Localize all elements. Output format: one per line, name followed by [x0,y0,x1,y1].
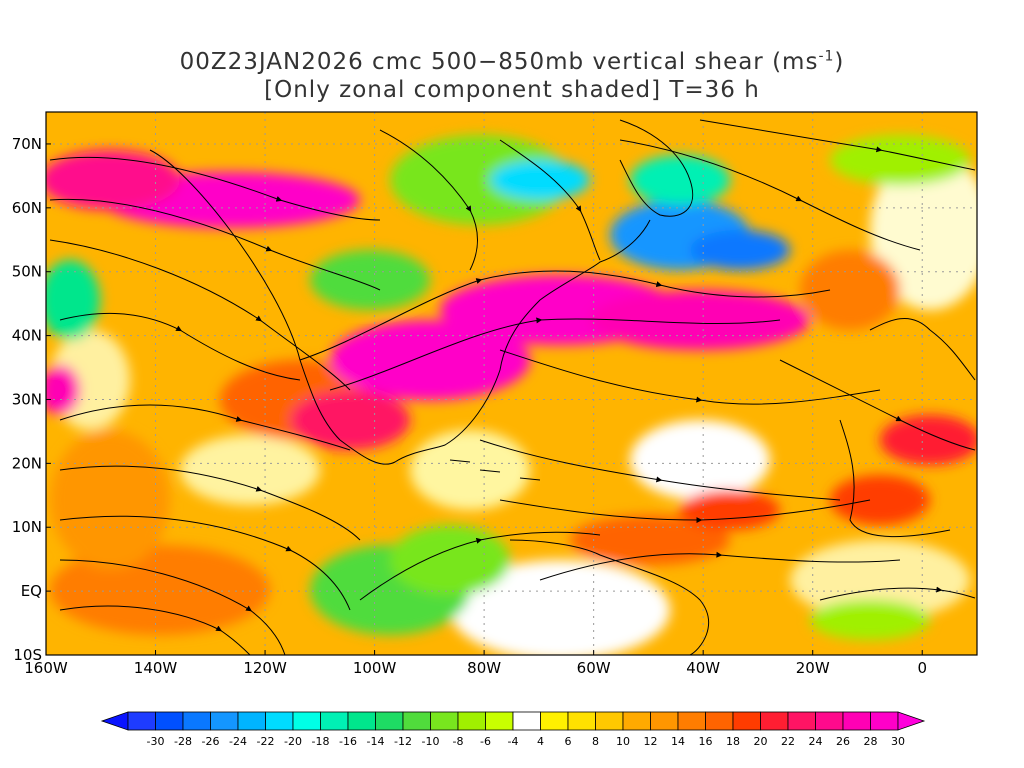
y-tick-label: 40N [12,327,42,345]
colorbar-label: -26 [202,735,220,748]
colorbar-swatch [870,711,899,731]
x-tick-label: 20W [796,659,830,677]
colorbar-label: -20 [284,735,302,748]
colorbar-swatch [127,711,156,731]
south-america-coast [509,539,710,655]
colorbar-swatch [540,711,569,731]
colorbar-label: 14 [671,735,685,748]
colorbar-label: -8 [453,735,464,748]
colorbar-swatch [705,711,734,731]
europe-coast [869,317,976,381]
colorbar-label: 30 [891,735,905,748]
x-tick-label: 80W [467,659,501,677]
y-tick-label: 70N [12,135,42,153]
colorbar-label: -14 [367,735,385,748]
y-tick-label: 10S [13,646,42,664]
x-tick-label: 100W [353,659,397,677]
colorbar-swatch [182,711,211,731]
colorbar-swatch [485,711,514,731]
x-tick-label: 40W [686,659,720,677]
colorbar-max-arrow [897,711,926,731]
colorbar-label: 18 [726,735,740,748]
colorbar-swatch [265,711,294,731]
colorbar-swatch [457,711,486,731]
colorbar-label: -16 [339,735,357,748]
colorbar-swatch [320,711,349,731]
colorbar-label: -22 [257,735,275,748]
y-tick-label: 50N [12,263,42,281]
colorbar-label: -10 [422,735,440,748]
colorbar-swatch [787,711,816,731]
colorbar: -30 -28 -26 -24 -22 -20 -18 -16 -14 -12 -10 -8 -6 -4 4… [100,711,926,748]
y-tick-label: 60N [12,199,42,217]
colorbar-swatch [760,711,789,731]
chart-title: 00Z23JAN2026 cmc 500−850mb vertical shea… [0,48,1024,104]
colorbar-label: -18 [312,735,330,748]
y-tick-label: 20N [12,454,42,472]
streamlines [49,119,976,655]
colorbar-label: 10 [616,735,630,748]
colorbar-swatch [815,711,844,731]
colorbar-swatch [622,711,651,731]
colorbar-swatch [155,711,184,731]
colorbar-label: 22 [781,735,795,748]
colorbar-label: 4 [537,735,544,748]
x-axis-labels: 160W 140W 120W 100W 80W 60W 40W 20W 0 [24,650,927,677]
colorbar-label: 16 [699,735,713,748]
y-tick-label: 30N [12,390,42,408]
colorbar-swatch [567,711,596,731]
x-tick-label: 160W [24,659,68,677]
colorbar-label: 6 [565,735,572,748]
colorbar-swatch [347,711,376,731]
x-tick-label: 0 [917,659,927,677]
x-tick-label: 60W [577,659,611,677]
colorbar-swatch [237,711,266,731]
shear-shading [46,112,977,655]
colorbar-label: -6 [480,735,491,748]
colorbar-label: -12 [394,735,412,748]
grid-lines [46,112,977,655]
colorbar-swatch [842,711,871,731]
colorbar-swatch [732,711,761,731]
colorbar-label: 20 [754,735,768,748]
colorbar-min-arrow [100,711,129,731]
colorbar-swatch [677,711,706,731]
y-tick-label: 10N [12,518,42,536]
colorbar-swatch [402,711,431,731]
x-tick-label: 120W [243,659,287,677]
colorbar-swatch [375,711,404,731]
colorbar-label: 12 [644,735,658,748]
y-axis-labels: 10S EQ 10N 20N 30N 40N 50N 60N 70N [12,135,51,664]
colorbar-label: 8 [592,735,599,748]
caribbean-islands [449,459,541,481]
x-tick-label: 140W [134,659,178,677]
y-tick-label: EQ [21,582,42,600]
title-line-2: [Only zonal component shaded] T=36 h [264,77,760,103]
colorbar-swatch [595,711,624,731]
colorbar-label: -30 [147,735,165,748]
colorbar-swatch [512,711,541,731]
colorbar-swatch [210,711,239,731]
colorbar-label: -24 [229,735,247,748]
colorbar-label: 24 [809,735,823,748]
colorbar-label: 28 [864,735,878,748]
africa-coast [839,419,951,537]
colorbar-label: 26 [836,735,850,748]
title-line-1: 00Z23JAN2026 cmc 500−850mb vertical shea… [179,48,845,75]
colorbar-swatch [430,711,459,731]
colorbar-swatch [650,711,679,731]
colorbar-swatch [292,711,321,731]
colorbar-label: -28 [174,735,192,748]
greenland-coast [619,119,694,217]
plot-frame [45,111,978,656]
colorbar-label: -4 [508,735,519,748]
